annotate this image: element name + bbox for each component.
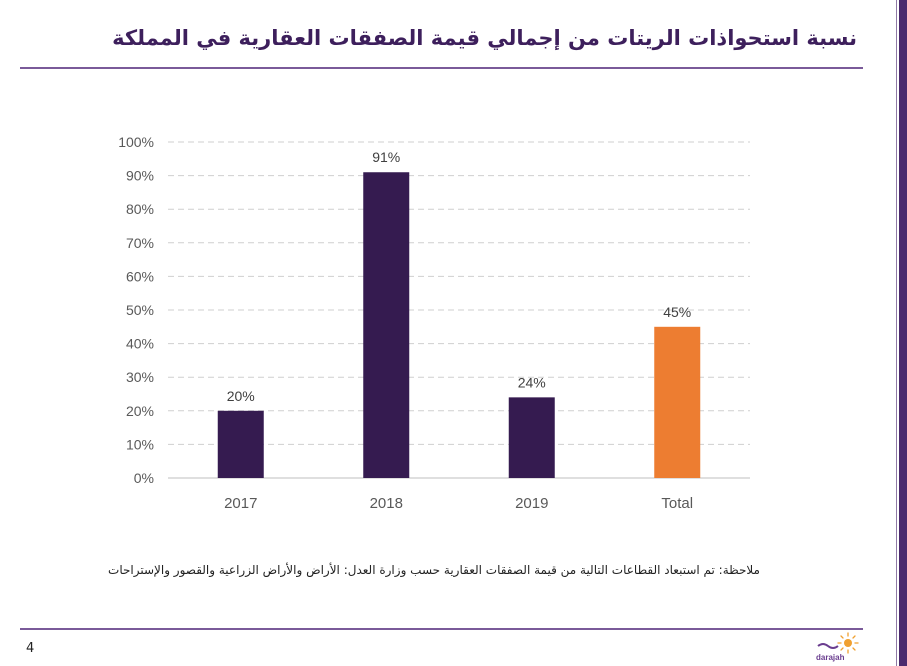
y-tick-label: 90% [126,168,154,184]
decorative-side-line [896,0,897,666]
decorative-side-bar [899,0,907,666]
y-tick-label: 40% [126,336,154,352]
bar [363,172,410,479]
footer-divider [20,628,863,630]
y-tick-label: 100% [118,134,154,150]
darajah-logo: darajah [816,632,859,662]
y-tick-label: 20% [126,403,154,419]
data-label: 20% [227,388,255,404]
y-tick-label: 0% [134,470,154,486]
x-tick-label: 2018 [370,495,403,512]
bar [217,410,264,478]
y-tick-label: 80% [126,201,154,217]
footnote: ملاحظة: تم استبعاد القطاعات التالية من ق… [108,563,760,577]
slide-title: نسبة استحواذات الريتات من إجمالي قيمة ال… [112,26,857,50]
logo-text: darajah [816,653,845,662]
bar [654,326,701,478]
data-label: 24% [518,374,546,390]
logo-script-mark [817,643,839,649]
x-tick-label: 2017 [224,495,257,512]
bar [508,397,555,478]
page-number: 4 [26,641,35,656]
y-tick-label: 50% [126,302,154,318]
y-tick-label: 10% [126,436,154,452]
y-tick-label: 30% [126,369,154,385]
x-tick-label: Total [661,495,693,512]
data-label: 45% [663,304,691,320]
x-tick-label: 2019 [515,495,548,512]
y-tick-label: 70% [126,235,154,251]
y-tick-label: 60% [126,268,154,284]
data-label: 91% [372,149,400,165]
sun-icon [837,632,859,654]
title-divider [20,67,863,69]
